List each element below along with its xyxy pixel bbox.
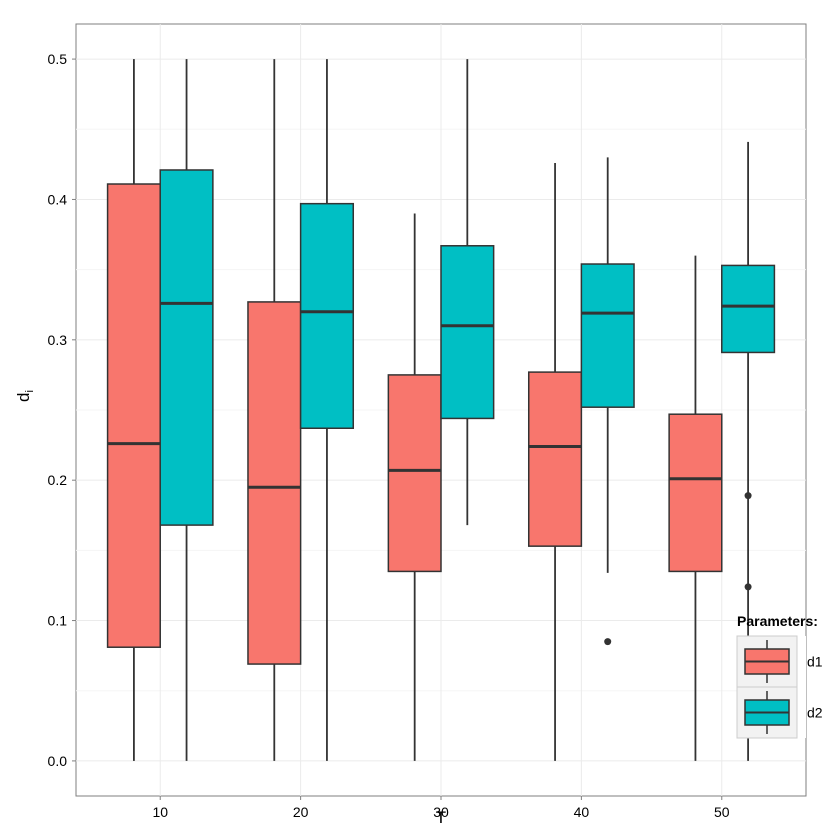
y-tick-label: 0.2 [48,472,68,488]
x-tick-label: 10 [152,804,168,820]
x-tick-label: 20 [293,804,309,820]
legend-title: Parameters: [737,613,818,629]
legend-label: d2 [807,705,823,721]
y-tick-label: 0.4 [48,191,68,207]
box-iqr [159,169,214,526]
box-d2-30 [440,59,495,526]
box-iqr [721,264,776,354]
box-d2-10 [159,59,214,761]
y-tick-label: 0.5 [48,51,68,67]
y-tick-label: 0.3 [48,332,68,348]
y-axis-title-main: d [14,392,33,401]
legend-label: d1 [807,654,823,670]
box-iqr [440,245,495,420]
box-iqr [580,263,635,408]
box-d2-20 [299,59,355,761]
box-iqr [299,202,355,429]
box-d1-40 [527,162,583,761]
legend-item-d2: d2 [736,686,823,739]
box-d1-50 [668,255,723,761]
box-d1-20 [247,59,302,761]
box-d2-40 [580,157,635,646]
x-axis-title: T [436,808,446,827]
box-iqr [106,183,161,648]
x-tick-label: 50 [714,804,730,820]
box-iqr [527,371,583,547]
outlier-point [604,638,612,646]
y-tick-label: 0.0 [48,753,68,769]
x-tick-label: 40 [574,804,590,820]
box-series [106,59,776,761]
outlier-point [744,492,752,500]
y-axis-title-subscript: i [24,390,36,392]
box-iqr [387,374,442,573]
legend: Parameters: d1 d2 [736,613,823,739]
y-tick-label: 0.1 [48,613,68,629]
legend-item-d1: d1 [736,635,823,688]
outlier-point [744,583,752,591]
box-iqr [247,301,302,665]
x-axis: 10 20 30 40 50 [152,796,730,820]
box-d1-30 [387,213,442,761]
box-d1-10 [106,59,161,761]
x-tick-label: 30 [433,804,449,820]
svg-text:di: di [14,390,36,402]
y-axis: 0.0 0.1 0.2 0.3 0.4 0.5 [48,51,76,769]
box-iqr [668,413,723,573]
y-axis-title: di [14,390,36,402]
